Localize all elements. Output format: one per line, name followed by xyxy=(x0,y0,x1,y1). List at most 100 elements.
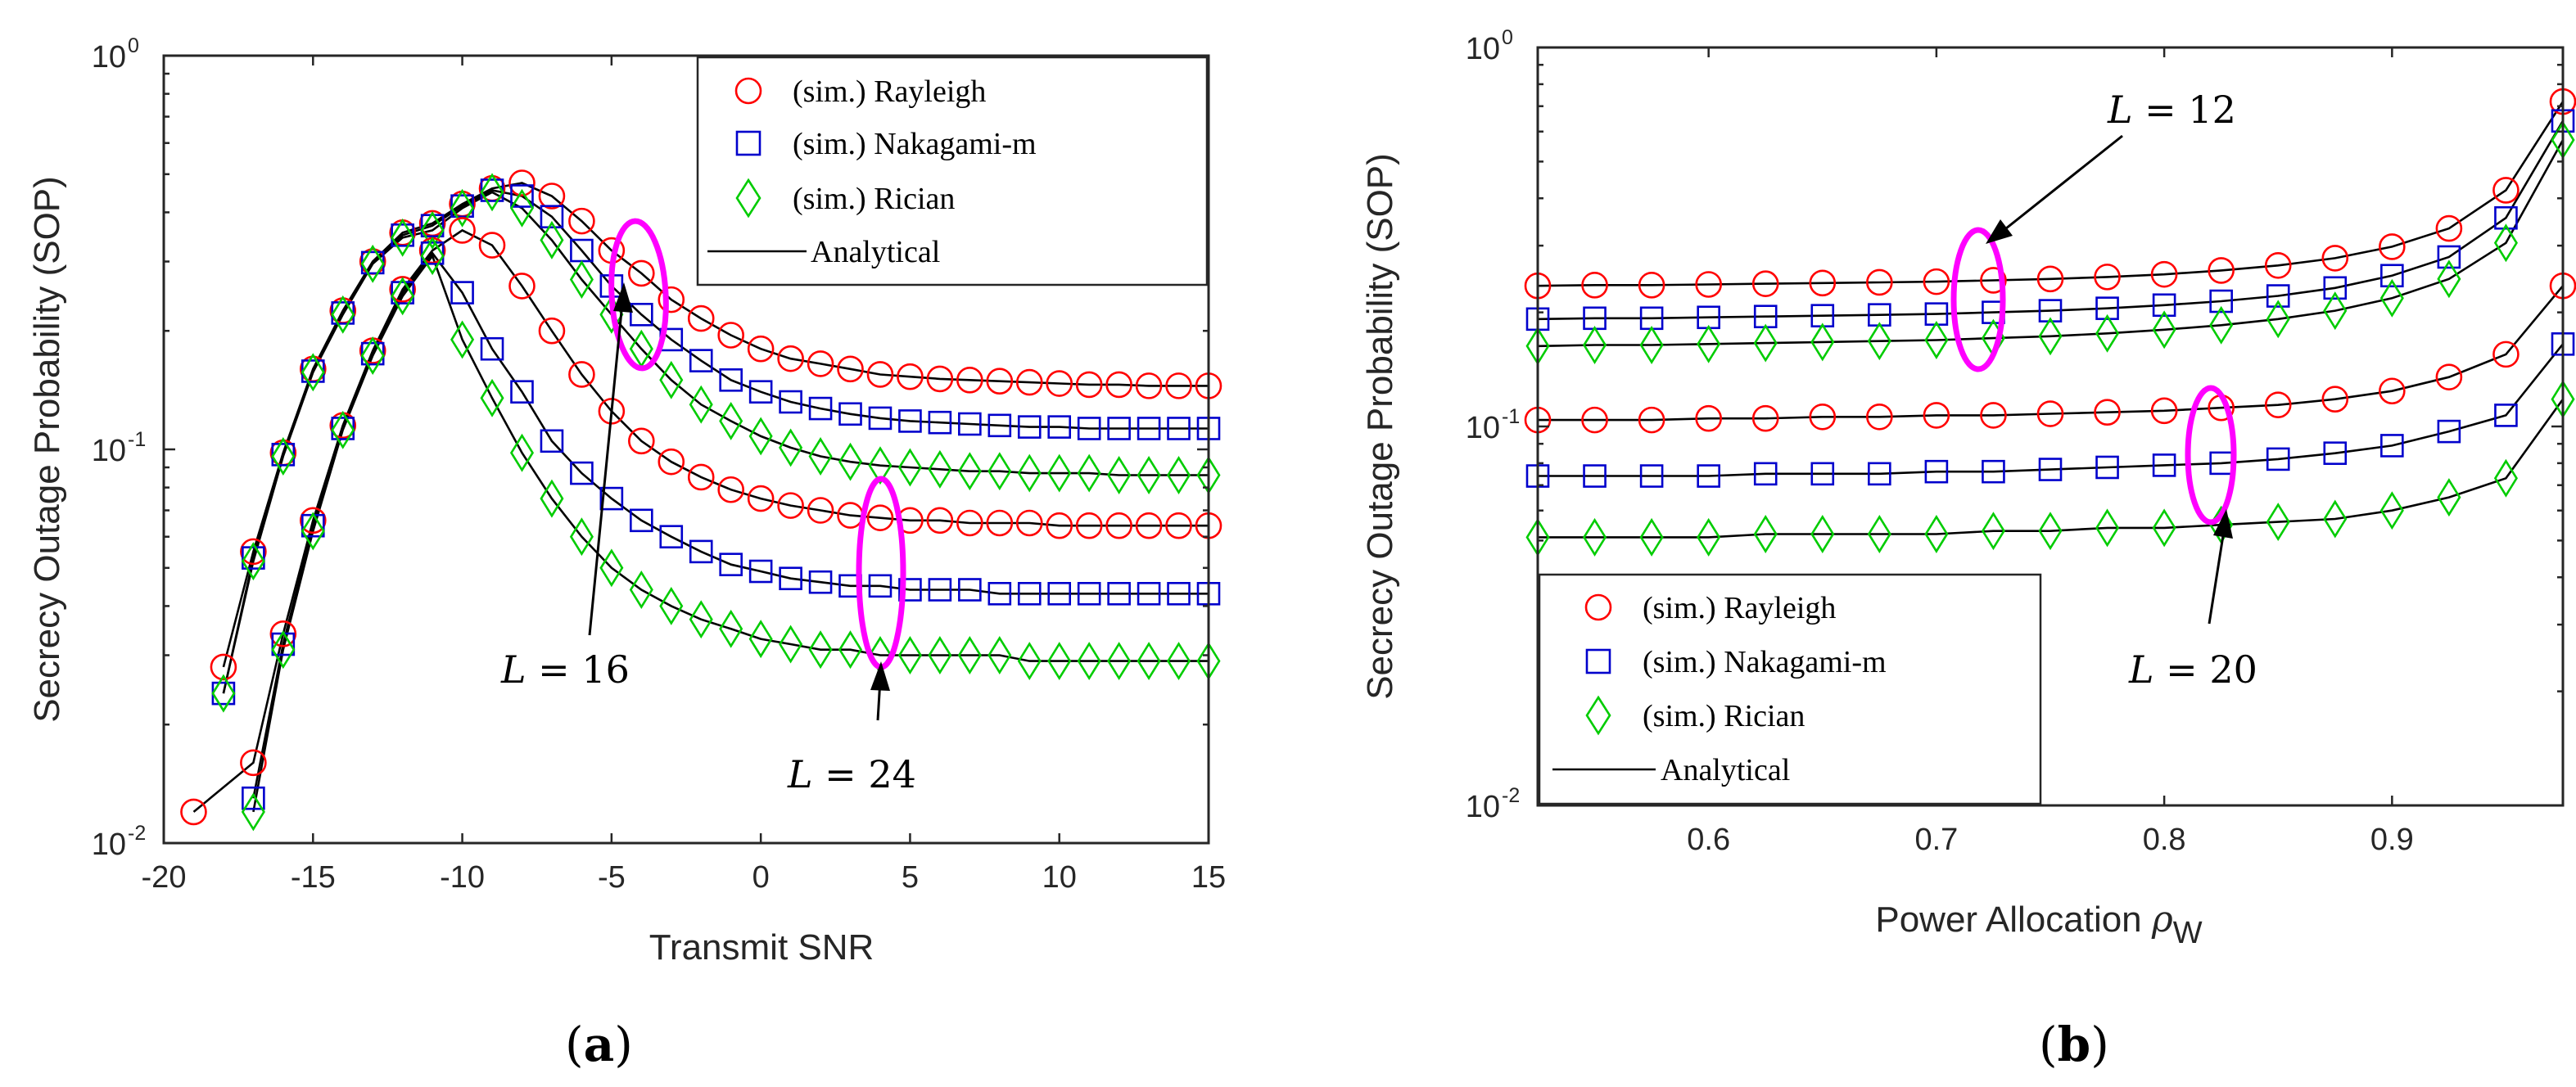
panel-a-point-rayleigh xyxy=(687,463,715,491)
panel-a-point-rician xyxy=(1047,453,1072,493)
panel-a-point-rayleigh xyxy=(807,350,834,377)
panel-a-point-rician xyxy=(1107,456,1132,494)
panel-b-point-nakagami xyxy=(2494,404,2518,427)
panel-b-point-rayleigh xyxy=(2264,251,2292,279)
panel-b-point-rician xyxy=(2493,458,2518,498)
panel-b-point-nakagami xyxy=(2038,299,2063,322)
panel-a-legend-rayleigh-marker xyxy=(734,77,762,105)
panel-b-point-rician xyxy=(2038,317,2063,356)
panel-a-point-rayleigh xyxy=(508,169,536,196)
panel-b-point-rician xyxy=(2379,278,2404,318)
panel-a-annotation-l16: L = 16 xyxy=(500,647,630,692)
panel-a-point-rician xyxy=(450,188,475,228)
panel-a-point-nakagami xyxy=(1137,582,1161,606)
panel-a-point-rayleigh xyxy=(777,492,804,519)
panel-b-legend-rician-marker xyxy=(1585,695,1611,736)
panel-b-point-rayleigh xyxy=(2094,264,2121,291)
panel-a-label: (a) xyxy=(565,1017,633,1072)
panel-a-legend-box xyxy=(696,56,1209,286)
panel-a-xtick-label: 0 xyxy=(752,860,770,895)
panel-b-point-nakagami xyxy=(2380,264,2404,288)
panel-a-point-nakagami xyxy=(898,409,922,433)
panel-a-point-rician xyxy=(509,188,535,228)
panel-b-point-rayleigh xyxy=(1695,271,1722,298)
panel-a-point-rician xyxy=(331,410,355,449)
panel-a-xtick-label: 5 xyxy=(902,860,919,895)
panel-b-ytick-label: 10 xyxy=(1466,790,1500,824)
panel-a-point-rayleigh xyxy=(568,207,595,235)
panel-a-point-rician xyxy=(1047,642,1072,681)
panel-b-analytical-rayleigh-L12 xyxy=(1537,101,2565,287)
panel-a-ytick-exponent: -2 xyxy=(128,822,146,845)
panel-a-point-rician xyxy=(779,625,803,664)
panel-a-ytick-label: 10 xyxy=(92,828,126,862)
panel-b-point-nakagami xyxy=(2323,276,2348,300)
panel-b-legend-nakagami: (sim.) Nakagami-m xyxy=(1643,645,1887,679)
panel-a-point-rician xyxy=(928,636,952,674)
panel-b-point-rayleigh xyxy=(1581,406,1608,434)
panel-a-point-rayleigh xyxy=(1135,372,1163,399)
panel-b-point-rayleigh xyxy=(1638,272,1665,299)
panel-b-point-rayleigh xyxy=(1866,403,1893,431)
panel-b-point-rayleigh xyxy=(1581,272,1608,299)
panel-a-point-nakagami xyxy=(391,281,414,304)
panel-a-point-rician xyxy=(897,636,922,674)
panel-b-point-rayleigh xyxy=(1980,402,2007,429)
panel-a-point-nakagami xyxy=(659,525,684,549)
panel-b-point-rician xyxy=(1753,323,1778,363)
panel-b-point-rician xyxy=(2437,478,2461,517)
panel-b-point-rician xyxy=(2038,512,2063,551)
panel-a-point-rayleigh xyxy=(687,304,715,332)
panel-a-point-rayleigh xyxy=(538,183,566,210)
panel-b-point-rician xyxy=(2379,491,2404,530)
panel-a-point-rician xyxy=(301,512,325,551)
panel-a-point-nakagami xyxy=(570,461,594,485)
panel-b-ytick-exponent: 0 xyxy=(1502,26,1513,49)
panel-b-point-rayleigh xyxy=(1923,268,1950,295)
panel-a-point-rayleigh xyxy=(1015,368,1043,396)
panel-b-point-rician xyxy=(1583,326,1607,364)
panel-b-point-rician xyxy=(2095,313,2120,353)
panel-b-point-rician xyxy=(1697,517,1721,557)
panel-b-legend: (sim.) Rayleigh (sim.) Nakagami-m (sim.)… xyxy=(1538,573,2042,805)
panel-a-point-rayleigh xyxy=(897,363,924,390)
panel-a-point-rician xyxy=(1077,642,1101,681)
panel-a-point-rician xyxy=(540,479,564,518)
panel-a-point-nakagami xyxy=(1137,417,1161,440)
panel-b-point-rayleigh xyxy=(1638,406,1665,434)
panel-a-analytical-rician-L24 xyxy=(252,253,1209,813)
panel-a-point-nakagami xyxy=(779,566,802,591)
panel-b-sim-markers xyxy=(1524,88,2576,557)
panel-a-point-nakagami xyxy=(1017,582,1042,606)
panel-b-point-rician xyxy=(2152,310,2176,350)
panel-a-point-nakagami xyxy=(808,396,833,421)
panel-b-point-rayleigh xyxy=(2435,214,2463,242)
panel-b-ytick-label: 10 xyxy=(1466,32,1500,66)
panel-b-point-rayleigh xyxy=(2321,245,2349,272)
panel-a-point-nakagami xyxy=(987,413,1012,438)
panel-a-point-nakagami xyxy=(987,582,1012,606)
panel-a-point-rician xyxy=(957,636,982,674)
panel-a-ytick-exponent: 0 xyxy=(128,34,139,57)
panel-a-point-rician xyxy=(1017,453,1042,493)
panel-a-point-rician xyxy=(540,220,564,259)
panel-b-point-nakagami xyxy=(1982,459,2005,484)
panel-a-point-nakagami xyxy=(480,336,504,361)
panel-a-legend: (sim.) Rayleigh (sim.) Nakagami-m (sim.)… xyxy=(696,56,1209,286)
panel-a-xtick-label: -20 xyxy=(142,860,187,895)
panel-a-ytick-exponent: -1 xyxy=(128,428,146,451)
panel-a-point-nakagami xyxy=(1107,582,1131,606)
panel-a-point-rayleigh xyxy=(628,427,655,455)
panel-a-point-nakagami xyxy=(719,553,743,576)
panel-b-point-rician xyxy=(1639,326,1664,364)
panel-a-point-rician xyxy=(748,620,773,659)
panel-a-point-rayleigh xyxy=(986,368,1014,395)
panel-a-point-rician xyxy=(271,630,296,670)
panel-b-point-rayleigh xyxy=(2379,233,2406,260)
panel-a-point-rayleigh xyxy=(1165,512,1192,539)
panel-a-point-rayleigh xyxy=(986,509,1014,537)
panel-a-point-rician xyxy=(1137,456,1161,494)
